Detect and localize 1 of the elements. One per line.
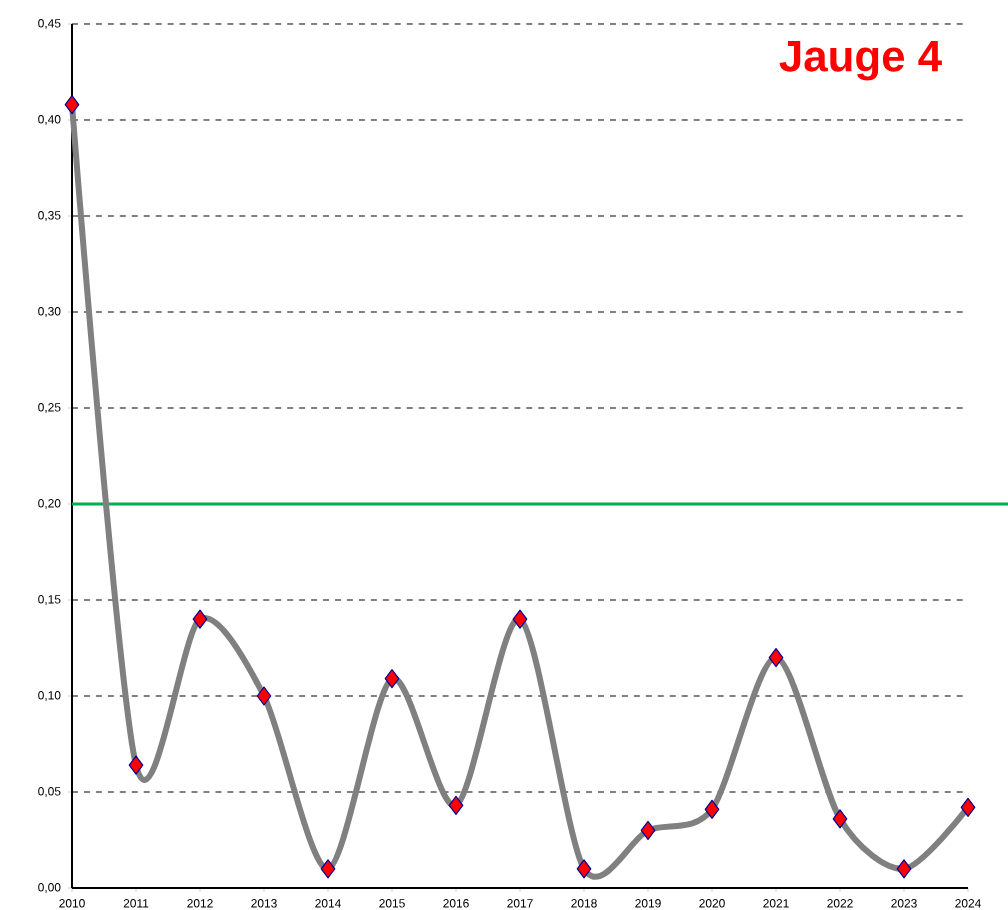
chart-title: Jauge 4: [779, 41, 942, 81]
